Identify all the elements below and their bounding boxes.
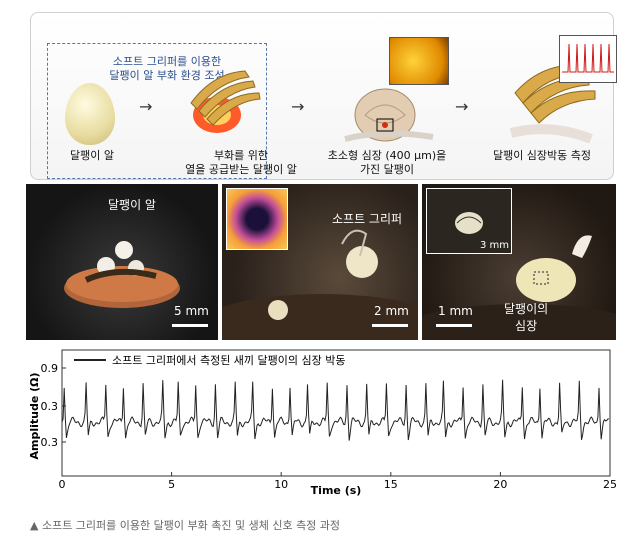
arrow-right-icon: → <box>291 97 305 116</box>
x-tick-label: 20 <box>493 478 507 491</box>
caption-tiny-heart: 초소형 심장 (400 μm)을 가진 달팽이 <box>327 149 447 176</box>
soft-gripper-heating-image <box>190 70 261 133</box>
snail-on-soil-illustration <box>422 235 616 340</box>
x-ticks: 0 5 10 15 20 25 <box>59 472 616 491</box>
y-axis: Amplitude (Ω) <box>28 372 41 459</box>
scale-label-1mm: 1 mm <box>438 304 473 318</box>
scale-bar <box>372 324 408 327</box>
heart-zoom-inset <box>389 37 449 85</box>
x-tick-label: 15 <box>384 478 398 491</box>
photo-snail-heart: 3 mm 1 mm 달팽이의 심장 <box>422 184 616 340</box>
figure: 소프트 그리퍼를 이용한 달팽이 알 부화 환경 조성 달팽이 알 → 부화를 … <box>24 8 618 498</box>
process-panel: 소프트 그리퍼를 이용한 달팽이 알 부화 환경 조성 달팽이 알 → 부화를 … <box>30 12 617 180</box>
scale-label-5mm: 5 mm <box>174 304 209 318</box>
caption-heating: 부화를 위한 열을 공급받는 달팽이 알 <box>185 149 297 176</box>
shell-illustration <box>455 212 483 234</box>
snail-image <box>344 88 434 142</box>
heartbeat-trace <box>61 379 610 441</box>
x-tick-label: 10 <box>274 478 288 491</box>
figure-caption: ▲ 소프트 그리퍼를 이용한 달팽이 부화 촉진 및 생체 신호 측정 과정 <box>30 519 341 532</box>
gripper-on-soil-illustration <box>222 229 418 340</box>
x-tick-label: 5 <box>168 478 175 491</box>
scale-bar <box>172 324 208 327</box>
gripper-on-snail-image <box>509 64 596 143</box>
heartbeat-signal-inset <box>559 35 617 83</box>
shell-inset <box>426 188 512 254</box>
soft-gripper-label: 소프트 그리퍼 <box>332 212 403 226</box>
legend-label: 소프트 그리퍼에서 측정된 새끼 달팽이의 심장 박동 <box>112 354 346 367</box>
snail-heart-label: 달팽이의 심장 <box>504 302 549 333</box>
plot-frame <box>61 349 611 477</box>
heartbeat-chart: Amplitude (Ω) 0.9 0.3 0.3 0 5 10 15 20 25 Time … <box>26 346 616 498</box>
x-axis-label: Time (s) <box>311 484 362 497</box>
arrow-right-icon: → <box>455 97 469 116</box>
caption-heartbeat: 달팽이 심장박동 측정 <box>492 149 592 162</box>
coin-with-eggs-illustration <box>64 241 180 308</box>
egg-label: 달팽이 알 <box>108 198 156 212</box>
scale-bar <box>436 324 472 327</box>
x-tick-label: 0 <box>59 478 66 491</box>
caption-egg: 달팽이 알 <box>70 149 114 162</box>
arrow-right-icon: → <box>139 97 153 116</box>
snail-egg-image <box>65 83 115 145</box>
photo-eggs-on-coin: 달팽이 알 5 mm <box>26 184 218 340</box>
y-ticks: 0.9 0.3 0.3 <box>41 362 66 449</box>
x-tick-label: 25 <box>603 478 616 491</box>
scale-label-2mm: 2 mm <box>374 304 409 318</box>
y-tick-label: 0.9 <box>41 362 59 375</box>
thermal-inset <box>226 188 288 250</box>
inset-scale-label: 3 mm <box>480 240 510 251</box>
y-tick-label: 0.3 <box>41 400 59 413</box>
y-tick-label: 0.3 <box>41 436 59 449</box>
gripper-environment-title: 소프트 그리퍼를 이용한 달팽이 알 부화 환경 조성 <box>109 55 225 82</box>
photo-gripper-heatmap: 소프트 그리퍼 2 mm <box>222 184 418 340</box>
y-axis-label: Amplitude (Ω) <box>28 372 41 459</box>
gripper-environment-box <box>47 43 267 179</box>
